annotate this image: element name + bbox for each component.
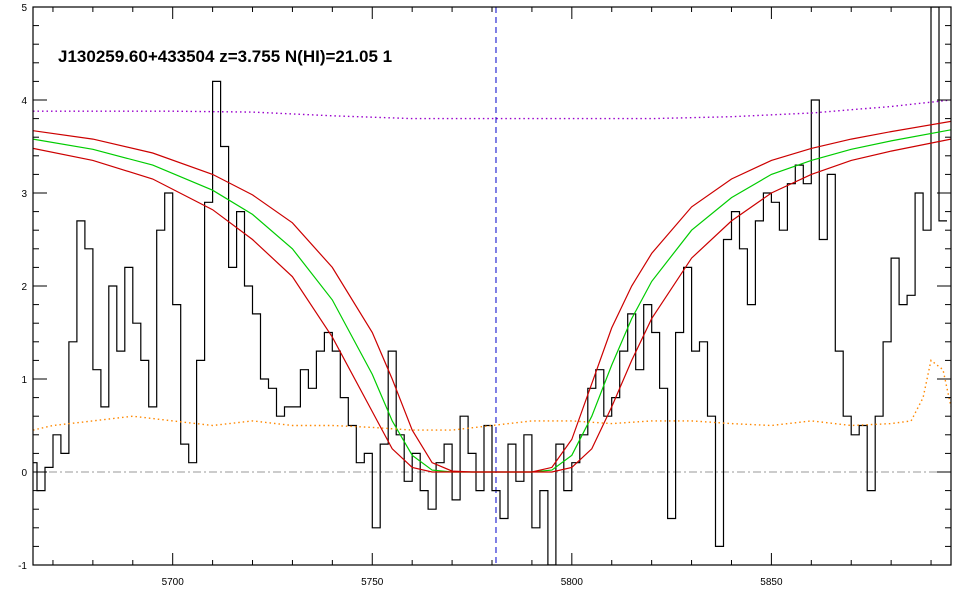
y-tick-label: 5 xyxy=(21,3,27,14)
y-tick-label: 2 xyxy=(21,282,27,293)
plot-area xyxy=(33,7,951,565)
y-tick-label: 1 xyxy=(21,375,27,386)
axes: 5700 5750 5800 5850 -1 0 1 2 3 4 5 xyxy=(18,3,952,588)
x-tick-label: 5700 xyxy=(162,577,185,588)
series-continuum xyxy=(33,99,951,120)
y-tick-label: 0 xyxy=(21,468,27,479)
chart-title: J130259.60+433504 z=3.755 N(HI)=21.05 1 xyxy=(58,47,392,66)
y-tick-label: -1 xyxy=(18,561,27,572)
series-model-lower xyxy=(33,138,951,473)
x-tick-label: 5750 xyxy=(361,577,384,588)
y-tick-label: 3 xyxy=(21,189,27,200)
x-tick-label: 5850 xyxy=(760,577,783,588)
y-tick-label: 4 xyxy=(21,96,27,107)
series-error xyxy=(33,359,951,431)
series-flux xyxy=(33,7,947,565)
x-tick-label: 5800 xyxy=(561,577,584,588)
